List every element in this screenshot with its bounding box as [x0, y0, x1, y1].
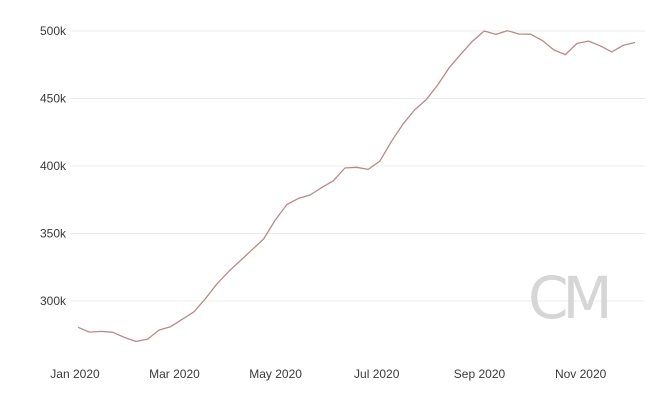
series-line	[77, 30, 636, 343]
x-tick-label: Jul 2020	[354, 367, 400, 381]
x-tick-label: Mar 2020	[149, 367, 200, 381]
y-axis-tick-labels: 300k 350k 400k 450k 500k	[40, 24, 67, 308]
y-tick-label: 350k	[40, 227, 67, 241]
y-tick-label: 300k	[40, 294, 67, 308]
x-axis-tick-labels: Jan 2020 Mar 2020 May 2020 Jul 2020 Sep 2020…	[50, 367, 606, 381]
x-tick-label: May 2020	[249, 367, 302, 381]
y-tick-label: 450k	[40, 92, 67, 106]
y-gridlines	[70, 30, 645, 302]
x-tick-label: Jan 2020	[50, 367, 100, 381]
x-tick-label: Nov 2020	[555, 367, 607, 381]
x-tick-label: Sep 2020	[454, 367, 506, 381]
watermark-logo: CM	[528, 264, 607, 332]
y-tick-label: 400k	[40, 159, 67, 173]
y-tick-label: 500k	[40, 24, 67, 38]
